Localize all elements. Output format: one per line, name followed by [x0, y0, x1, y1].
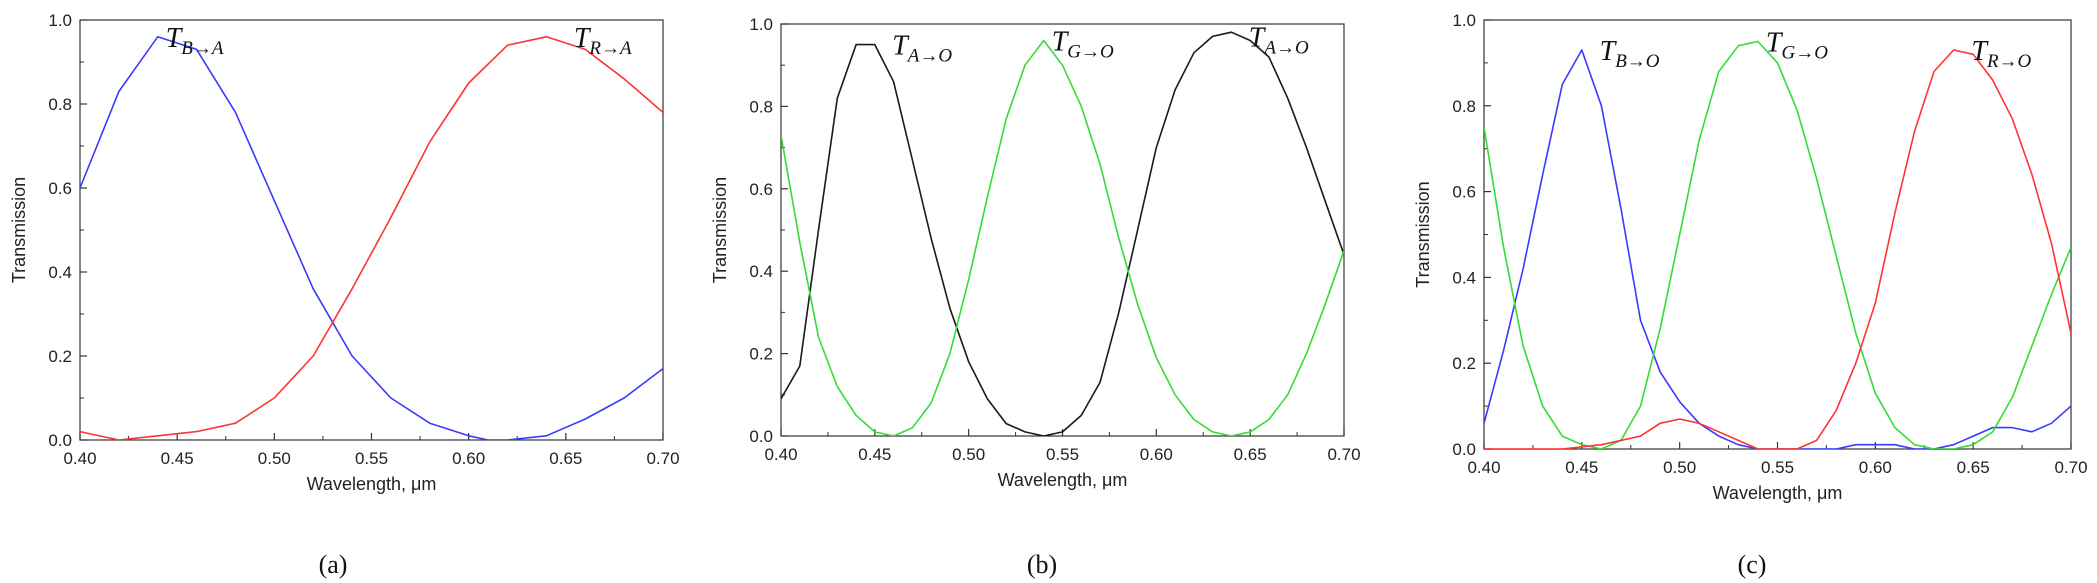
x-tick-label: 0.40 [764, 445, 797, 464]
panel-caption: (b) [1027, 550, 1057, 579]
x-tick-label: 0.55 [355, 449, 388, 468]
series-label-subscript: B→O [1615, 51, 1660, 72]
series-line-G-to-O [1484, 40, 2071, 449]
panel-caption: (a) [319, 550, 348, 579]
series-label-subscript: R→O [1986, 51, 2032, 72]
panel-caption: (c) [1738, 550, 1767, 579]
y-tick-label: 0.4 [749, 262, 773, 281]
y-tick-label: 0.2 [48, 347, 72, 366]
series-label-subscript: A→O [1262, 37, 1309, 58]
series-label-main: T [1600, 36, 1618, 67]
y-tick-label: 1.0 [749, 15, 773, 34]
y-tick-label: 0.6 [749, 180, 773, 199]
y-tick-label: 0.6 [48, 179, 72, 198]
x-tick-label: 0.60 [1140, 445, 1173, 464]
y-axis-title: Transmission [1413, 181, 1433, 287]
x-tick-label: 0.70 [2054, 458, 2087, 477]
chart-panel-1: 0.40 0.45 0.50 0.55 0.60 0.65 0.70 0.0 0.2 0.4 0.6… [9, 11, 680, 579]
series-label-subscript: G→O [1782, 42, 1829, 63]
x-tick-label: 0.60 [1859, 458, 1892, 477]
y-tick-label: 0.2 [749, 345, 773, 364]
x-tick-label: 0.50 [952, 445, 985, 464]
y-tick-label: 1.0 [1452, 11, 1476, 30]
series-label-main: T [1052, 26, 1070, 57]
series-label: TG→O [1052, 26, 1114, 62]
x-axis-title: Wavelength, μm [307, 474, 437, 494]
x-axis-title: Wavelength, μm [998, 470, 1128, 490]
x-tick-label: 0.70 [1327, 445, 1360, 464]
series-label: TB→O [1600, 36, 1660, 72]
y-tick-label: 0.2 [1452, 354, 1476, 373]
x-tick-label: 0.70 [646, 449, 679, 468]
x-tick-label: 0.50 [258, 449, 291, 468]
x-axis-title: Wavelength, μm [1713, 483, 1843, 503]
y-tick-label: 0.0 [749, 427, 773, 446]
y-tick-label: 0.8 [48, 95, 72, 114]
series-line-B-to-O [1484, 49, 2071, 449]
x-tick-label: 0.55 [1046, 445, 1079, 464]
y-tick-label: 0.6 [1452, 183, 1476, 202]
y-tick-label: 0.0 [48, 431, 72, 450]
plot-frame [1483, 19, 2072, 450]
series-label-main: T [1249, 22, 1267, 53]
x-tick-label: 0.65 [549, 449, 582, 468]
x-tick-label: 0.60 [452, 449, 485, 468]
series-label: TB→A [166, 23, 224, 59]
series-label: TA→O [1249, 22, 1309, 58]
series-line-B-to-A [80, 35, 663, 440]
series-line-R-to-A [80, 35, 663, 440]
x-tick-label: 0.45 [161, 449, 194, 468]
series-line-R-to-O [1484, 49, 2071, 449]
series-label: TA→O [892, 31, 952, 67]
x-tick-label: 0.40 [1467, 458, 1500, 477]
y-tick-label: 0.4 [48, 263, 72, 282]
series-line-G-to-O [781, 39, 1344, 436]
y-tick-label: 0.8 [749, 97, 773, 116]
series-label-subscript: G→O [1067, 41, 1114, 62]
x-tick-label: 0.45 [858, 445, 891, 464]
series-label-main: T [166, 23, 184, 54]
y-axis-title: Transmission [710, 177, 730, 283]
x-tick-label: 0.50 [1663, 458, 1696, 477]
series-label: TR→A [574, 23, 632, 59]
plot-frame [780, 23, 1345, 437]
series-label: TG→O [1766, 27, 1828, 63]
chart-panel-2: 0.40 0.45 0.50 0.55 0.60 0.65 0.70 0.0 0.2 0.4 0.6… [710, 15, 1361, 579]
y-axis-title: Transmission [9, 177, 29, 283]
y-tick-label: 0.8 [1452, 97, 1476, 116]
series-line-A-to-O [781, 31, 1344, 436]
y-tick-label: 1.0 [48, 11, 72, 30]
series-label-main: T [574, 23, 592, 54]
series-label: TR→O [1971, 36, 2031, 72]
x-tick-label: 0.40 [63, 449, 96, 468]
y-tick-label: 0.4 [1452, 268, 1476, 287]
series-label-main: T [892, 31, 910, 62]
x-tick-label: 0.65 [1957, 458, 1990, 477]
series-label-main: T [1971, 36, 1989, 67]
series-label-main: T [1766, 27, 1784, 58]
chart-panel-3: 0.40 0.45 0.50 0.55 0.60 0.65 0.70 0.0 0.2 0.4 0.6… [1413, 11, 2088, 579]
y-tick-label: 0.0 [1452, 440, 1476, 459]
x-tick-label: 0.65 [1234, 445, 1267, 464]
x-tick-label: 0.45 [1565, 458, 1598, 477]
x-tick-label: 0.55 [1761, 458, 1794, 477]
series-label-subscript: B→A [181, 38, 224, 59]
series-label-subscript: A→O [906, 46, 953, 67]
series-label-subscript: R→A [588, 38, 632, 59]
